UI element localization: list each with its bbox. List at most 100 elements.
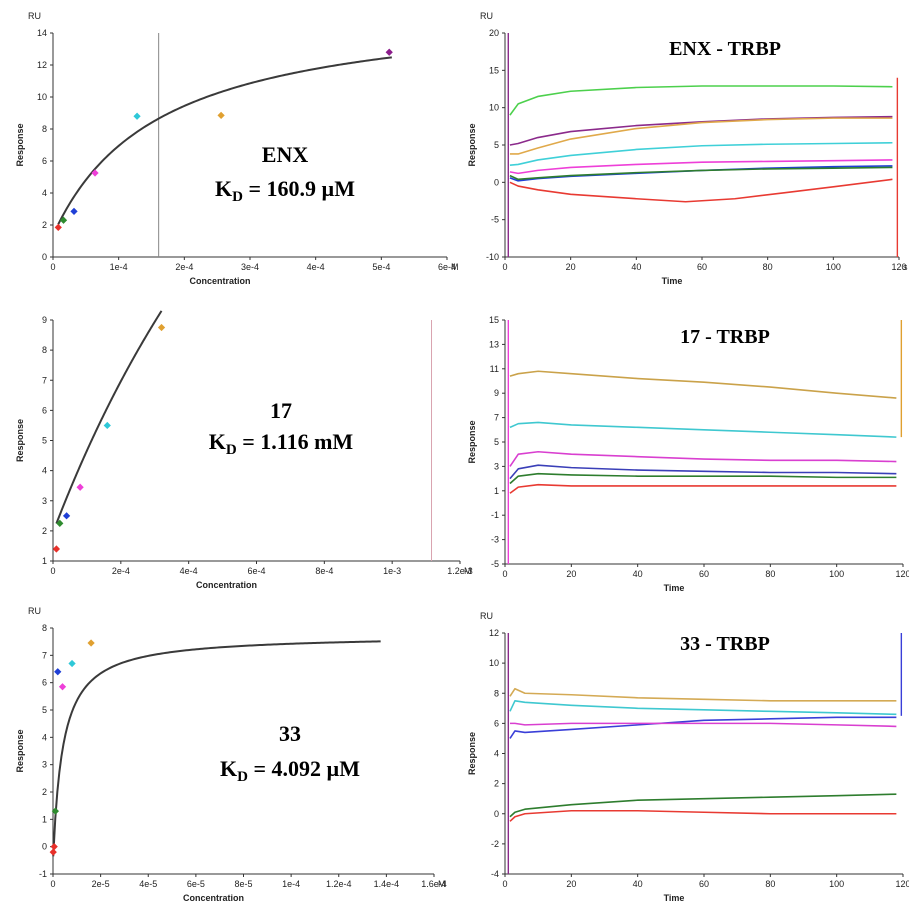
y-tick-label: 1	[42, 814, 47, 824]
series-line	[509, 166, 893, 181]
x-tick-label: 4e-4	[307, 262, 325, 272]
series-line	[509, 178, 893, 203]
y-tick-label: 14	[37, 28, 47, 38]
y-tick-label: 7	[42, 375, 47, 385]
kd-symbol: K	[209, 429, 226, 454]
data-point	[76, 483, 84, 491]
x-tick-label: 8e-4	[315, 566, 333, 576]
series-line	[509, 464, 897, 480]
panel-enx-sensor: 0 20 40 60 80 100 120 -10 -5 0 5 10 15 20 Time Response…	[467, 11, 908, 286]
x-tick-label: 2e-5	[92, 879, 110, 889]
panel-c17-sensor: 0 20 40 60 80 100 120-5-3-113579111315TimeResp…	[467, 315, 909, 593]
axes-frame	[504, 320, 903, 565]
series-line	[509, 716, 897, 739]
x-tick-label: 8e-5	[234, 879, 252, 889]
y-tick-label: 4	[42, 188, 47, 198]
y-axis-title: Response	[467, 420, 477, 463]
y-tick-label: 15	[489, 315, 499, 325]
y-tick-label: 0	[494, 177, 499, 187]
compound-label: ENX	[262, 142, 309, 167]
x-tick-label: 1e-4	[110, 262, 128, 272]
chart-title: 33 - TRBP	[680, 633, 770, 655]
chart-title: ENX - TRBP	[669, 38, 781, 60]
y-tick-label: -3	[491, 535, 499, 545]
series-line	[509, 141, 893, 166]
series-line	[509, 370, 897, 399]
x-tick-label: 6e-4	[247, 566, 265, 576]
axes-frame	[52, 628, 434, 875]
series-line	[509, 809, 897, 822]
y-tick-label: 10	[37, 92, 47, 102]
kd-symbol: K	[220, 756, 237, 781]
x-tick-label: 6e-5	[187, 879, 205, 889]
x-tick-label: 1.6e-4	[421, 879, 447, 889]
y-unit-label: RU	[480, 11, 493, 21]
data-point	[58, 683, 67, 691]
y-tick-label: 2	[42, 220, 47, 230]
y-tick-label: 9	[494, 388, 499, 398]
y-unit-label: RU	[28, 606, 41, 616]
y-tick-label: 1	[42, 556, 47, 566]
x-tick-label: 0	[502, 262, 507, 272]
panel-c17-fit: 0 2e-4 4e-4 6e-4 8e-4 1e-3 1.2e-3 1 2 3 4 5 6 7 8 9 Conc…	[15, 310, 473, 590]
chart-title: 17 - TRBP	[680, 326, 770, 348]
x-axis-title: Time	[664, 893, 685, 903]
data-point	[70, 207, 78, 216]
panel-c33-fit: 0 2e-5 4e-5 6e-5 8e-5 1e-4 1.2e-4 1.4e-4 1.6e-4 -…	[15, 606, 447, 903]
x-tick-label: 5e-4	[372, 262, 390, 272]
x-axis-title: Concentration	[189, 276, 250, 286]
x-tick-label: 4e-5	[139, 879, 157, 889]
x-tick-label: 0	[50, 262, 55, 272]
data-point	[133, 112, 141, 120]
x-tick-label: 0	[50, 566, 55, 576]
kd-value: = 4.092 µM	[248, 756, 360, 781]
series-line	[509, 687, 897, 702]
y-tick-label: 4	[42, 732, 47, 742]
x-tick-label: 1e-3	[383, 566, 401, 576]
x-tick-label: 20	[566, 879, 576, 889]
y-tick-label: 7	[494, 413, 499, 423]
x-tick-label: 100	[829, 879, 844, 889]
x-tick-label: 1.2e-3	[447, 566, 473, 576]
axes-frame	[52, 33, 447, 258]
y-unit-label: RU	[28, 11, 41, 21]
axes-frame	[504, 633, 903, 875]
y-tick-label: 2	[494, 779, 499, 789]
x-unit-label: M	[451, 262, 459, 272]
x-unit-label: M	[464, 566, 472, 576]
series-line	[509, 793, 897, 818]
data-point	[103, 421, 111, 430]
x-tick-label: 80	[765, 569, 775, 579]
x-tick-label: 6e-4	[438, 262, 456, 272]
y-tick-label: 6	[42, 405, 47, 415]
y-tick-label: -1	[39, 869, 47, 879]
data-point	[49, 848, 57, 856]
y-tick-label: 12	[37, 60, 47, 70]
panel-c33-sensor: 0 20 40 60 80 100 120 -4 -2 0 2 4 6 8 10 12 Time Response…	[467, 611, 909, 903]
y-tick-label: 10	[489, 658, 499, 668]
y-tick-label: -1	[491, 510, 499, 520]
x-tick-label: 20	[566, 569, 576, 579]
series-line	[509, 699, 897, 716]
compound-label: 33	[279, 721, 301, 746]
x-tick-label: 2e-4	[175, 262, 193, 272]
x-tick-label: 4e-4	[180, 566, 198, 576]
y-tick-label: 4	[494, 749, 499, 759]
x-unit-label: s	[903, 262, 908, 272]
x-tick-label: 1e-4	[282, 879, 300, 889]
y-axis-title: Response	[467, 732, 477, 775]
y-tick-label: 8	[42, 345, 47, 355]
series-line	[509, 85, 893, 116]
kd-value-label: KD = 1.116 mM	[209, 429, 354, 458]
y-tick-label: -5	[491, 559, 499, 569]
series-line	[509, 472, 897, 485]
kd-subscript: D	[226, 442, 237, 458]
y-tick-label: -10	[486, 252, 499, 262]
y-axis-title: Response	[15, 123, 25, 166]
y-tick-label: 0	[42, 842, 47, 852]
y-tick-label: 9	[42, 315, 47, 325]
fit-curve	[55, 310, 163, 524]
x-tick-label: 0	[502, 569, 507, 579]
x-tick-label: 1.2e-4	[326, 879, 352, 889]
